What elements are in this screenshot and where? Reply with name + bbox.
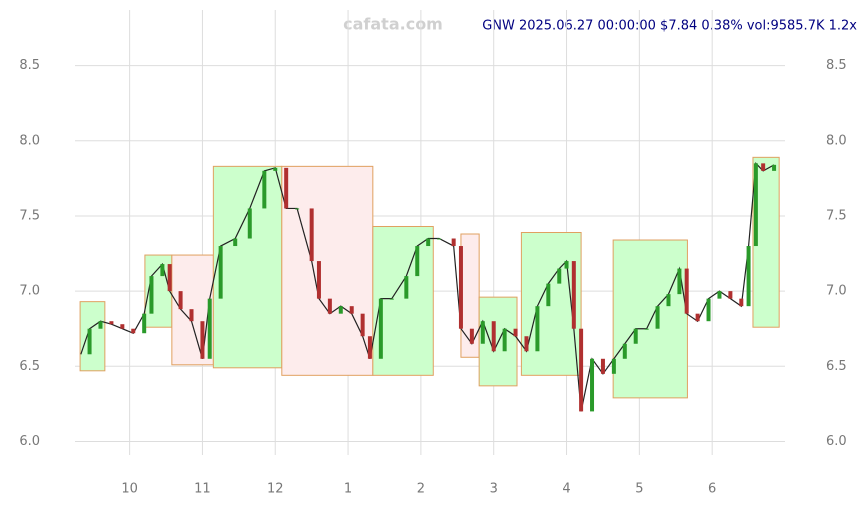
y-tick-label-right: 8.0 — [826, 133, 847, 148]
candle — [480, 321, 485, 344]
range-box — [79, 301, 106, 372]
candle — [706, 298, 711, 322]
range-box — [144, 254, 173, 328]
candle — [142, 313, 147, 334]
y-tick-label-right: 8.5 — [826, 58, 847, 73]
candle — [160, 264, 165, 277]
candle — [295, 208, 300, 210]
candle — [327, 298, 332, 314]
y-tick-label: 7.5 — [19, 208, 40, 223]
candle — [167, 264, 172, 292]
candle — [98, 321, 103, 329]
candle — [149, 276, 154, 314]
candle — [262, 170, 267, 209]
range-box — [372, 225, 434, 376]
candle — [600, 358, 605, 374]
candle — [389, 298, 394, 300]
candle — [273, 167, 278, 171]
candle — [109, 321, 114, 325]
candle — [87, 328, 92, 355]
candle — [717, 291, 722, 299]
candle — [404, 276, 409, 299]
y-tick-label: 6.5 — [19, 359, 40, 374]
y-tick-label-right: 6.0 — [826, 434, 847, 449]
candle — [535, 306, 540, 352]
y-tick-label: 8.0 — [19, 133, 40, 148]
y-tick-label: 8.5 — [19, 58, 40, 73]
candle — [458, 246, 463, 329]
candle — [233, 238, 238, 247]
candle — [178, 291, 183, 310]
candle — [753, 163, 758, 247]
candle — [426, 238, 431, 247]
candle — [684, 268, 689, 314]
candle — [633, 328, 638, 344]
candle — [513, 328, 518, 337]
watermark: cafata.com — [343, 15, 443, 34]
x-tick-label: 3 — [490, 482, 498, 497]
candle — [338, 306, 343, 314]
candle — [622, 343, 627, 359]
candle — [349, 306, 354, 314]
candle — [491, 321, 496, 352]
candle — [360, 313, 365, 337]
candle — [666, 294, 671, 307]
x-tick-label: 11 — [194, 482, 211, 497]
candle — [451, 238, 456, 247]
candle — [728, 291, 733, 299]
y-tick-label-right: 7.0 — [826, 284, 847, 299]
candle — [590, 358, 595, 412]
x-tick-label: 2 — [417, 482, 425, 497]
range-box — [612, 239, 688, 399]
candle — [502, 328, 507, 352]
x-tick-label: 12 — [267, 482, 284, 497]
x-tick-label: 4 — [562, 482, 570, 497]
candle — [378, 298, 383, 359]
candle — [739, 298, 744, 307]
candle — [564, 261, 569, 269]
x-tick-label: 10 — [121, 482, 138, 497]
candle — [189, 309, 194, 322]
candle — [131, 328, 136, 334]
candle — [469, 328, 474, 344]
y-tick-label-right: 6.5 — [826, 359, 847, 374]
y-tick-label: 7.0 — [19, 284, 40, 299]
candle — [571, 261, 576, 329]
range-box — [212, 165, 283, 369]
x-tick-label: 1 — [344, 482, 352, 497]
y-tick-label: 6.0 — [19, 434, 40, 449]
candle — [695, 313, 700, 322]
candle — [120, 324, 125, 329]
candle — [316, 261, 321, 299]
candle — [772, 164, 777, 171]
candle — [546, 283, 551, 307]
candle — [644, 328, 649, 330]
candle — [761, 163, 766, 171]
x-tick-label: 6 — [708, 482, 716, 497]
range-box — [281, 165, 374, 376]
x-tick-label: 5 — [635, 482, 643, 497]
candle — [309, 208, 314, 262]
candle — [415, 246, 420, 277]
candle — [367, 336, 372, 359]
y-tick-label-right: 7.5 — [826, 208, 847, 223]
chart-title: GNW 2025.06.27 00:00:00 $7.84 0.38% vol:… — [482, 19, 857, 34]
candle — [247, 208, 252, 239]
candle — [579, 328, 584, 412]
candle — [524, 336, 529, 352]
candle — [677, 268, 682, 295]
candle — [218, 246, 223, 299]
candle — [611, 358, 616, 374]
candle — [437, 238, 442, 240]
candle — [746, 246, 751, 307]
candle — [207, 298, 212, 359]
candle — [557, 268, 562, 284]
candle — [200, 321, 205, 359]
candle — [284, 167, 289, 209]
candle — [655, 306, 660, 329]
